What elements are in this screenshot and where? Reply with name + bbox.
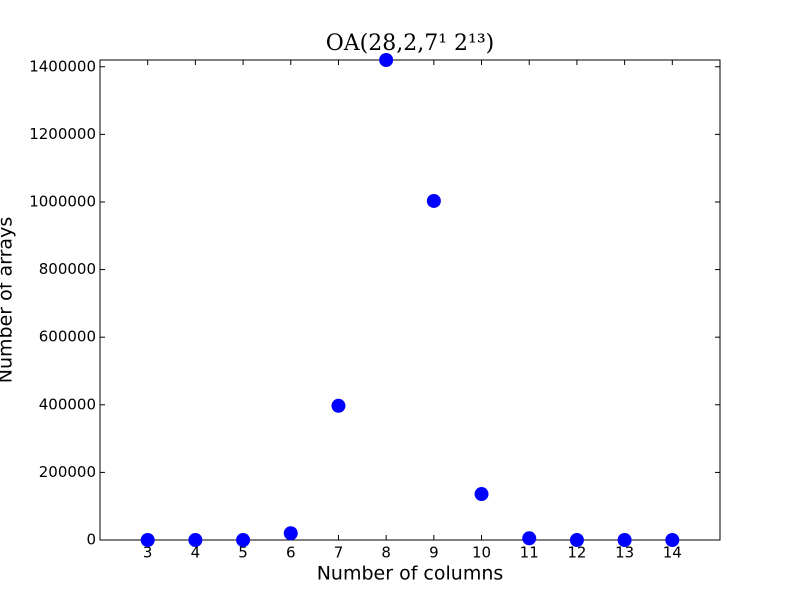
x-tick-label: 6 — [286, 544, 296, 562]
point — [379, 53, 394, 67]
x-tick-label: 8 — [381, 544, 391, 562]
point — [569, 533, 584, 547]
x-tick-label: 5 — [238, 544, 248, 562]
point — [283, 526, 298, 541]
x-tick-label: 13 — [615, 544, 634, 562]
x-tick-label: 9 — [429, 544, 439, 562]
point — [426, 193, 441, 208]
y-tick-label: 1200000 — [29, 125, 96, 143]
point — [140, 533, 155, 547]
point — [665, 533, 680, 547]
y-tick-label: 1000000 — [29, 192, 96, 210]
x-tick-label: 14 — [663, 544, 682, 562]
x-tick-label: 4 — [191, 544, 201, 562]
x-tick-label: 10 — [472, 544, 491, 562]
point — [474, 487, 489, 502]
y-tick-label: 800000 — [39, 260, 96, 278]
y-tick-label: 600000 — [39, 328, 96, 346]
chart-title: OA(28,2,7¹ 2¹³) — [326, 31, 495, 56]
y-tick-label: 400000 — [39, 395, 96, 413]
x-axis-label: Number of columns — [317, 563, 504, 585]
y-tick-label: 1400000 — [29, 57, 96, 75]
point — [331, 398, 346, 413]
y-axis-label: Number of arrays — [0, 217, 17, 383]
point — [188, 533, 203, 547]
point — [617, 533, 632, 547]
y-tick-label: 0 — [86, 531, 96, 549]
x-tick-label: 11 — [520, 544, 539, 562]
x-tick-label: 12 — [567, 544, 586, 562]
x-tick-label: 3 — [143, 544, 153, 562]
point — [236, 533, 251, 547]
x-tick-label: 7 — [334, 544, 344, 562]
y-tick-label: 200000 — [39, 463, 96, 481]
plot-frame — [99, 59, 721, 541]
point — [522, 531, 537, 546]
